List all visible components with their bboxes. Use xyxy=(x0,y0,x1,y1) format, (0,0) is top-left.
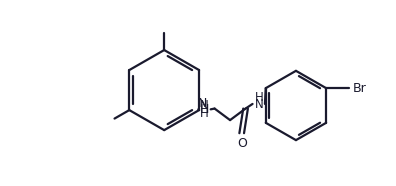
Text: Br: Br xyxy=(352,82,366,95)
Text: O: O xyxy=(237,137,247,150)
Text: N: N xyxy=(200,99,209,112)
Text: H: H xyxy=(200,103,209,116)
Text: N: N xyxy=(254,98,263,111)
Text: H: H xyxy=(254,91,263,104)
Text: N: N xyxy=(198,97,207,110)
Text: H: H xyxy=(200,107,209,120)
